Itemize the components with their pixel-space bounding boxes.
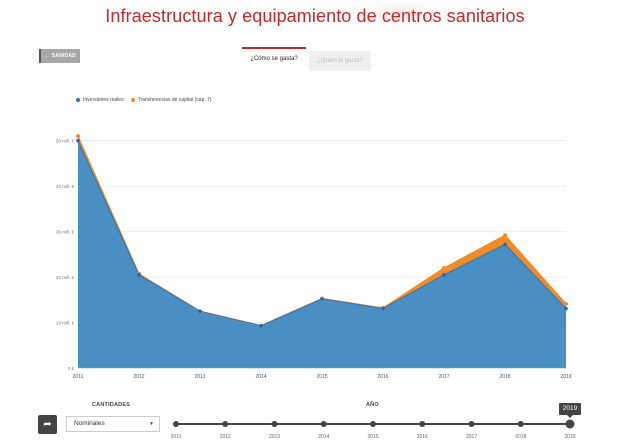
y-tick-label: 40 mill. € xyxy=(56,184,75,189)
legend-label-inversiones: Inversiones reales xyxy=(83,97,124,103)
x-tick-label: 2016 xyxy=(377,374,388,380)
header-decoration xyxy=(360,0,440,26)
y-tick-label: 30 mill. € xyxy=(56,230,75,235)
y-tick-label: 50 mill. € xyxy=(56,139,75,144)
legend-swatch-transferencias xyxy=(130,98,135,102)
back-to-sanidad-button[interactable]: ← SANIDAD xyxy=(39,49,80,63)
y-tick-label: 0 € xyxy=(68,366,75,371)
x-tick-label: 2018 xyxy=(499,374,510,380)
x-tick-label: 2015 xyxy=(316,374,327,380)
series-area-inversiones xyxy=(78,140,566,368)
page-title: Infraestructura y equipamiento de centro… xyxy=(105,6,525,26)
x-tick-label: 2014 xyxy=(255,374,266,380)
share-button[interactable]: ➦ xyxy=(38,415,57,434)
data-point-inversiones xyxy=(564,306,568,311)
chart-legend: Inversiones reales Transferencias de cap… xyxy=(76,97,212,103)
data-point-inversiones xyxy=(320,297,324,301)
data-point-transferencias xyxy=(442,266,446,270)
tab-como-se-gasta[interactable]: ¿Cómo se gasta? xyxy=(242,47,306,69)
x-tick-label: 2012 xyxy=(133,374,144,380)
data-point-transferencias xyxy=(503,233,507,238)
y-tick-label: 10 mill. € xyxy=(56,321,75,326)
x-tick-label: 2011 xyxy=(73,374,84,380)
ano-label: AÑO xyxy=(366,402,379,408)
cantidades-label: CANTIDADES xyxy=(92,402,131,408)
cantidades-select-value: Nominales xyxy=(74,420,105,427)
x-tick-label: 2019 xyxy=(560,374,571,380)
data-point-transferencias xyxy=(76,134,80,139)
data-point-inversiones xyxy=(137,273,141,277)
legend-item-transferencias[interactable]: Transferencias de capital (cap. 7) xyxy=(130,97,212,103)
data-point-inversiones xyxy=(381,306,385,311)
tab-quien-lo-gasta[interactable]: ¿Quién lo gasta? xyxy=(309,51,371,71)
legend-swatch-inversiones xyxy=(76,98,80,102)
x-tick-label: 2013 xyxy=(194,374,205,380)
data-point-inversiones xyxy=(442,273,446,277)
data-point-transferencias xyxy=(564,301,568,306)
data-point-inversiones xyxy=(503,242,507,247)
data-point-inversiones xyxy=(76,138,80,143)
data-point-inversiones xyxy=(198,309,202,313)
selected-year-tooltip: 2019 xyxy=(559,403,581,418)
cantidades-select[interactable]: Nominales ▼ xyxy=(66,416,160,432)
y-tick-label: 20 mill. € xyxy=(56,275,75,280)
data-point-inversiones xyxy=(259,323,263,328)
share-icon: ➦ xyxy=(43,419,52,430)
legend-label-transferencias: Transferencias de capital (cap. 7) xyxy=(137,97,212,103)
chevron-down-icon: ▼ xyxy=(149,421,154,427)
legend-item-inversiones[interactable]: Inversiones reales xyxy=(76,97,124,103)
x-tick-label: 2017 xyxy=(438,374,449,380)
